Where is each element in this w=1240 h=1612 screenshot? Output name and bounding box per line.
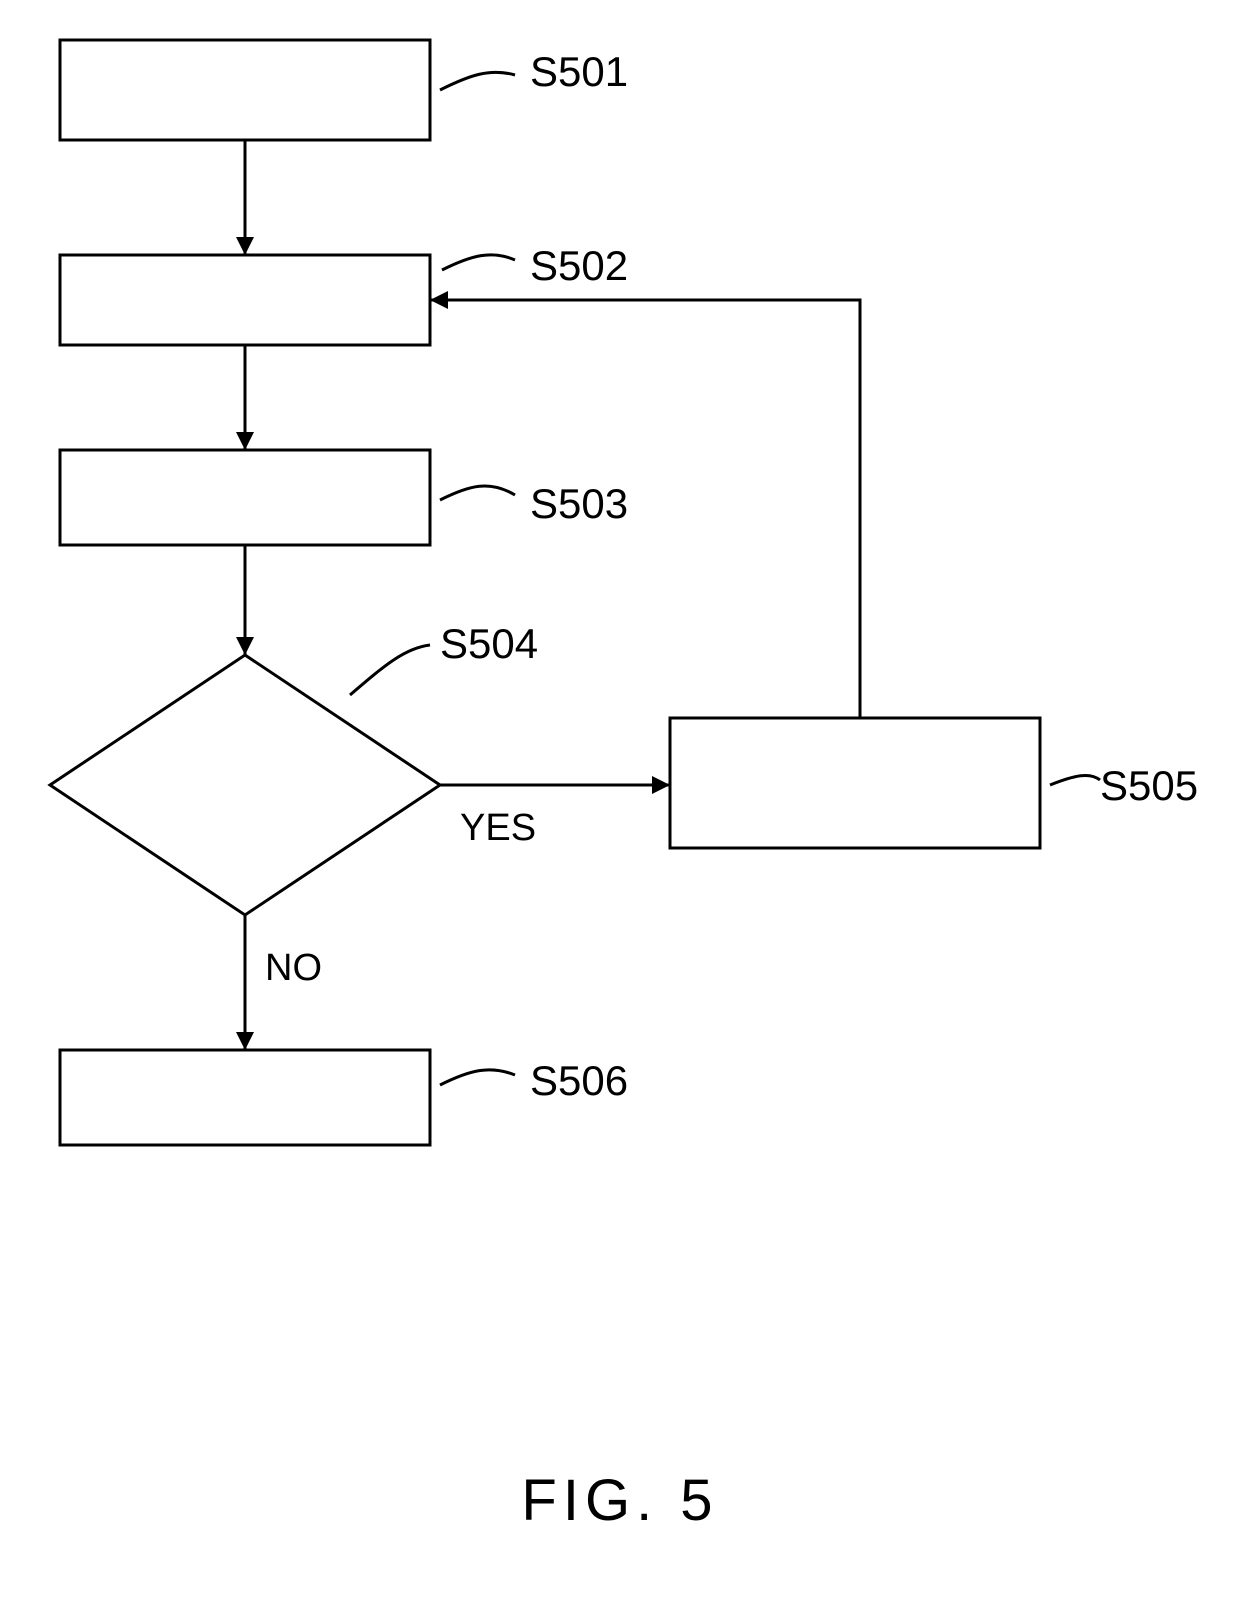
edge-label-e45_yes: YES — [460, 807, 536, 849]
figure-caption: FIG. 5 — [521, 1468, 718, 1533]
label-s505: S505 — [1100, 762, 1198, 809]
label-s506: S506 — [530, 1057, 628, 1104]
node-s501 — [60, 40, 430, 140]
label-s503: S503 — [530, 480, 628, 527]
node-s505 — [670, 718, 1040, 848]
edge-label-e46_no: NO — [265, 947, 322, 989]
node-s503 — [60, 450, 430, 545]
label-s502: S502 — [530, 242, 628, 289]
node-s502 — [60, 255, 430, 345]
node-s506 — [60, 1050, 430, 1145]
label-s504: S504 — [440, 620, 538, 667]
label-s501: S501 — [530, 48, 628, 95]
